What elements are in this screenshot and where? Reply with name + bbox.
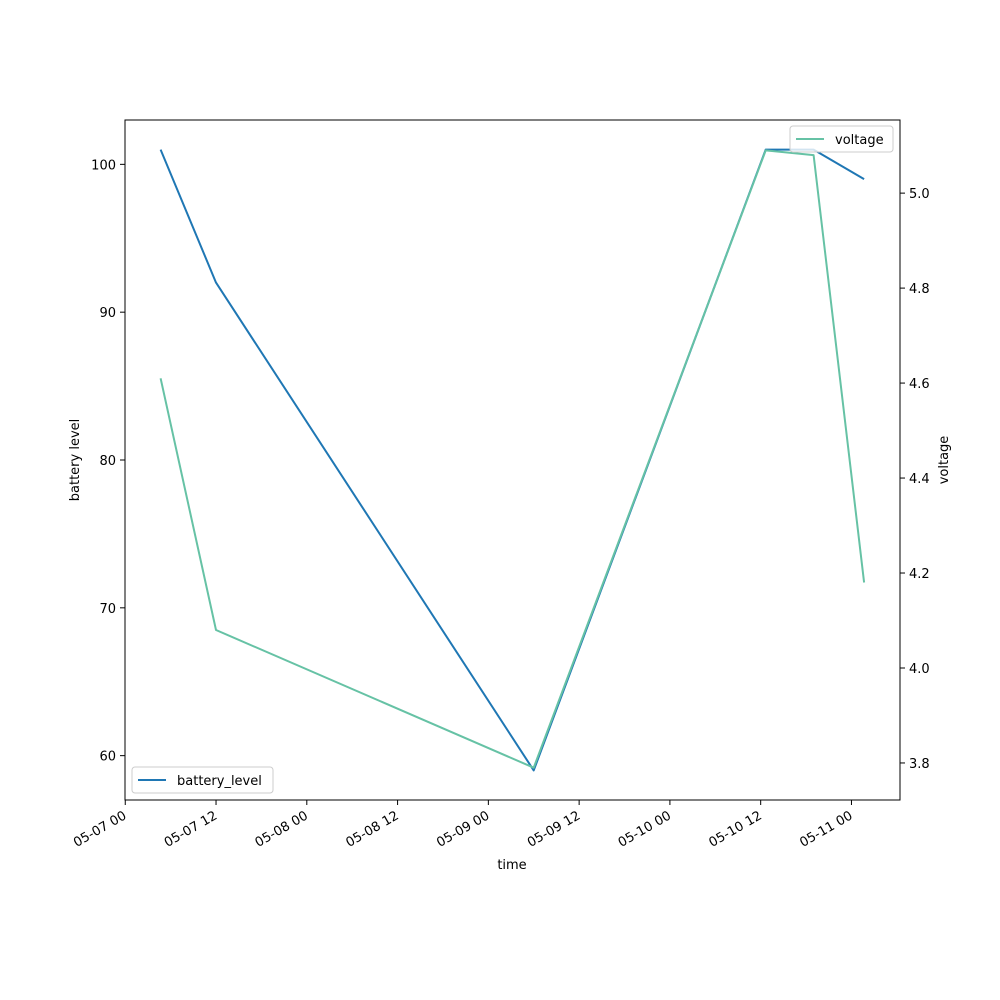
- y-left-tick-label: 100: [91, 158, 116, 173]
- y-right-tick-label: 5.0: [909, 187, 930, 202]
- y-left-tick-label: 60: [99, 750, 116, 765]
- y-right-tick-label: 4.6: [909, 377, 930, 392]
- y-axis-left: 60 70 80 90 100: [91, 158, 125, 765]
- y-left-tick-label: 70: [99, 602, 116, 617]
- y-right-tick-label: 4.0: [909, 662, 930, 677]
- y-left-tick-label: 80: [99, 454, 116, 469]
- series-layer: [159, 148, 866, 772]
- legend-voltage-box: [789, 125, 894, 153]
- legend-battery: battery_level: [131, 766, 274, 794]
- legend-battery-box: [131, 766, 274, 794]
- legend-voltage: voltage: [789, 125, 894, 153]
- y-right-tick-label: 3.8: [909, 757, 930, 772]
- series-line-voltage: [159, 149, 866, 769]
- y-axis-right-label: voltage: [937, 436, 952, 485]
- legend-voltage-label: voltage: [835, 133, 884, 148]
- y-right-tick-label: 4.8: [909, 282, 930, 297]
- y-axis-right: 3.8 4.0 4.2 4.4 4.6 4.8 5.0: [900, 187, 930, 772]
- legend-battery-label: battery_level: [177, 774, 262, 789]
- y-axis-left-label: battery level: [68, 419, 83, 502]
- x-axis-label: time: [497, 858, 526, 873]
- y-right-tick-label: 4.4: [909, 472, 930, 487]
- y-left-tick-label: 90: [99, 306, 116, 321]
- y-right-tick-label: 4.2: [909, 567, 930, 582]
